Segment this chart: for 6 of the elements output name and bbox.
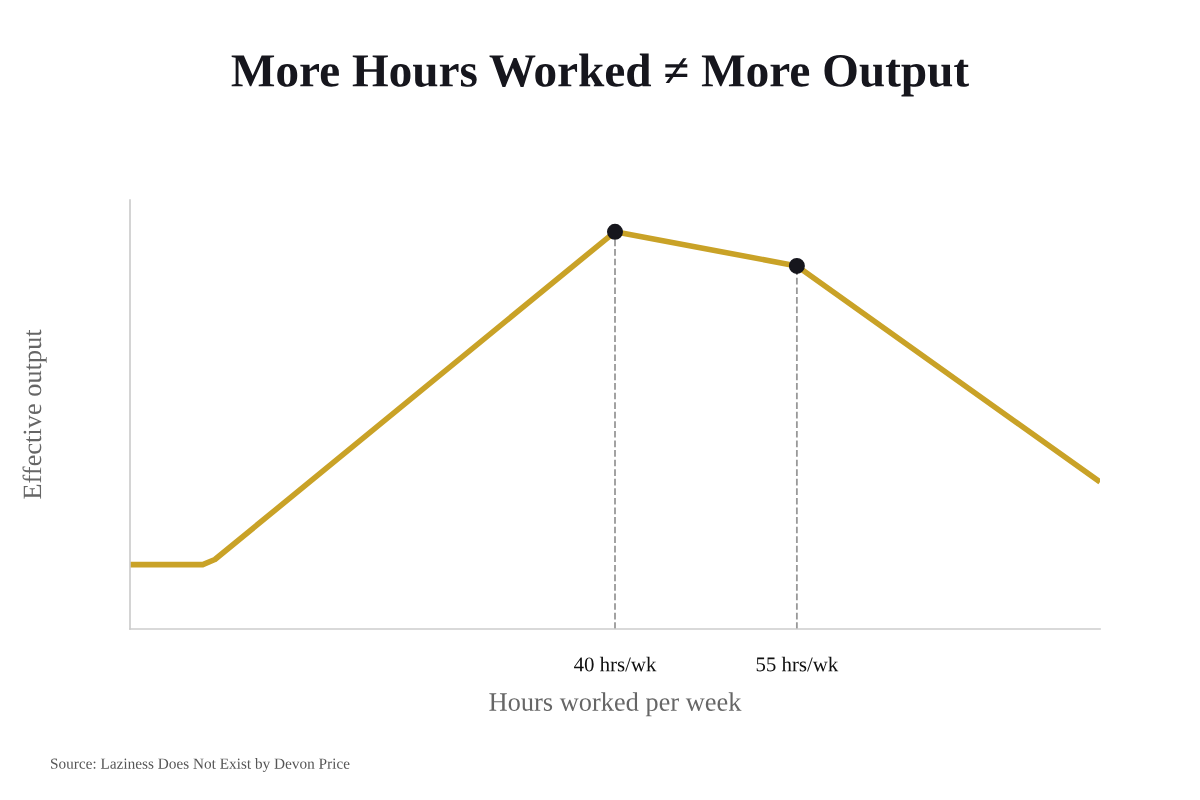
chart-title: More Hours Worked ≠ More Output xyxy=(231,53,969,97)
x-tick-label: 55 hrs/wk xyxy=(756,656,839,672)
x-axis-title: Hours worked per week xyxy=(489,692,742,717)
x-tick-label: 40 hrs/wk xyxy=(574,656,657,672)
y-axis-title: Effective output xyxy=(22,329,47,499)
source-note: Source: Laziness Does Not Exist by Devon Price xyxy=(51,758,350,772)
